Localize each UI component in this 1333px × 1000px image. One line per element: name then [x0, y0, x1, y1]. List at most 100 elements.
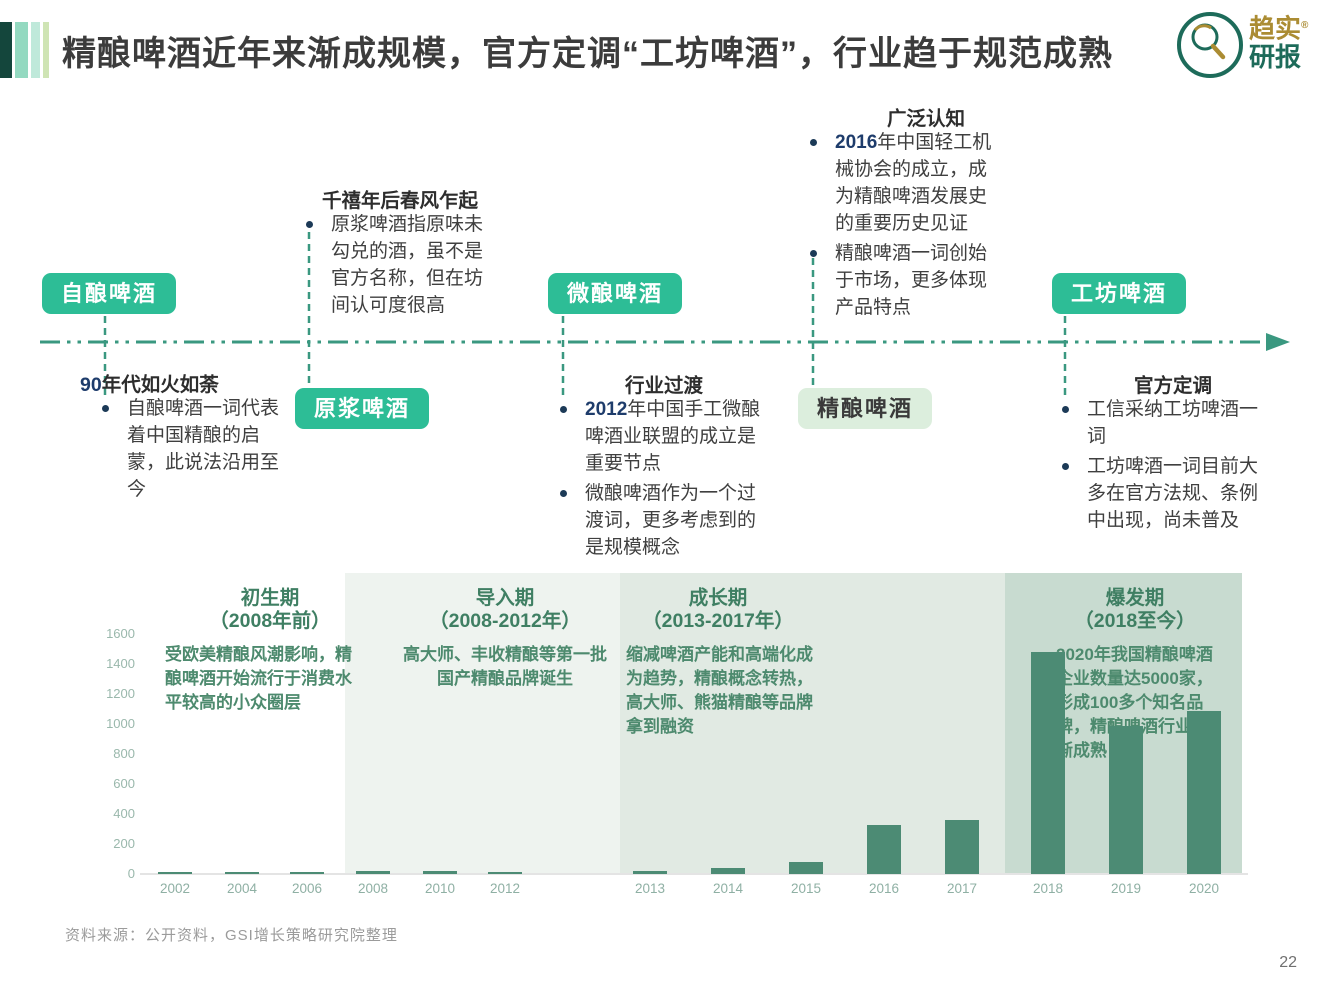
bullet-dot-icon — [102, 405, 109, 412]
phase-header-4: 爆发期 （2018至今） — [1074, 587, 1196, 632]
bar-2016 — [867, 824, 901, 874]
x-tick-label: 2013 — [634, 881, 666, 896]
milestone-title-3: 行业过渡 — [624, 375, 703, 397]
bullet-dot-icon — [810, 139, 817, 146]
phase-header-1: 初生期 （2008年前） — [209, 587, 331, 632]
bullet-item: 精酿啤酒一词创始于市场，更多体现产品特点 — [810, 240, 1005, 321]
bullet-text: 精酿啤酒一词创始于市场，更多体现产品特点 — [835, 243, 988, 318]
bar-2018 — [1031, 652, 1065, 874]
milestone-block-3: 2012年中国手工微酿啤酒业联盟的成立是重要节点 微酿啤酒作为一个过渡词，更多考虑… — [560, 396, 761, 564]
milestone-title-number: 90 — [80, 374, 102, 396]
y-tick-label: 600 — [113, 776, 135, 791]
milestone-block-4: 2016年中国轻工机械协会的成立，成为精酿啤酒发展史的重要历史见证精酿啤酒一词创… — [810, 129, 1005, 324]
y-tick-label: 0 — [127, 866, 135, 881]
phase-header-2: 导入期 （2008-2012年） — [429, 587, 581, 632]
bullet-year-number: 2016 — [835, 132, 878, 153]
brand-text: 趋实® 研报 — [1249, 12, 1308, 71]
bullet-item: 微酿啤酒作为一个过渡词，更多考虑到的是规模概念 — [560, 480, 761, 561]
phase-header-3: 成长期 （2013-2017年） — [642, 587, 794, 632]
phase-desc-3: 缩减啤酒产能和高端化成为趋势，精酿概念转热，高大师、熊猫精酿等品牌拿到融资 — [626, 645, 813, 736]
bar-2006 — [290, 871, 324, 874]
bullet-text: 原浆啤酒指原味未勾兑的酒，虽不是官方名称，但在坊间认可度很高 — [331, 214, 484, 316]
bullet-text: 自酿啤酒一词代表着中国精酿的启蒙，此说法沿用至今 — [127, 398, 280, 500]
accent-bar-2 — [15, 22, 28, 78]
x-tick-label: 2017 — [946, 881, 978, 896]
bar-2015 — [789, 862, 823, 874]
bullet-dot-icon — [560, 406, 567, 413]
bullet-dot-icon — [810, 250, 817, 257]
bullet-text: 工坊啤酒一词目前大多在官方法规、条例中出现，尚未普及 — [1087, 456, 1259, 531]
x-tick-label: 2020 — [1188, 881, 1220, 896]
milestone-block-1: 自酿啤酒一词代表着中国精酿的启蒙，此说法沿用至今 — [102, 395, 295, 506]
bullet-text: 微酿啤酒作为一个过渡词，更多考虑到的是规模概念 — [585, 483, 757, 558]
phase-band-2 — [345, 573, 620, 874]
x-tick-label: 2016 — [868, 881, 900, 896]
milestone-title-4: 广泛认知 — [886, 108, 965, 130]
x-tick-label: 2018 — [1032, 881, 1064, 896]
brand-logo: 趋实® 研报 — [1175, 8, 1325, 80]
bar-2010 — [423, 871, 457, 874]
bar-2020 — [1187, 710, 1221, 874]
y-tick-label: 1400 — [106, 656, 135, 671]
bar-2004 — [225, 871, 259, 874]
y-tick-label: 1600 — [106, 626, 135, 641]
y-tick-label: 200 — [113, 836, 135, 851]
x-tick-label: 2006 — [291, 881, 323, 896]
bullet-text: 2012年中国手工微酿啤酒业联盟的成立是重要节点 — [585, 399, 761, 474]
bullet-item: 2012年中国手工微酿啤酒业联盟的成立是重要节点 — [560, 396, 761, 477]
bar-2014 — [711, 868, 745, 874]
timeline-label-1: 自酿啤酒 — [42, 273, 177, 314]
bullet-dot-icon — [560, 490, 567, 497]
bar-2008 — [356, 871, 390, 874]
x-tick-label: 2012 — [489, 881, 521, 896]
bullet-item: 2016年中国轻工机械协会的成立，成为精酿啤酒发展史的重要历史见证 — [810, 129, 1005, 237]
accent-bar-3 — [31, 22, 40, 78]
milestone-title-5: 官方定调 — [1133, 375, 1212, 397]
bullet-year-number: 2012 — [585, 399, 628, 420]
bullet-item: 工坊啤酒一词目前大多在官方法规、条例中出现，尚未普及 — [1062, 453, 1267, 534]
bullet-dot-icon — [1062, 406, 1069, 413]
y-tick-label: 800 — [113, 746, 135, 761]
bar-2012 — [488, 871, 522, 874]
milestone-title-1: 90年代如火如荼 — [80, 374, 219, 396]
x-tick-label: 2015 — [790, 881, 822, 896]
timeline-label-3: 微酿啤酒 — [548, 273, 683, 314]
milestone-block-2: 原浆啤酒指原味未勾兑的酒，虽不是官方名称，但在坊间认可度很高 — [306, 211, 499, 322]
bar-2013 — [633, 871, 667, 874]
y-tick-label: 1200 — [106, 686, 135, 701]
magnifier-icon — [1177, 12, 1243, 78]
page-title: 精酿啤酒近年来渐成规模，官方定调“工坊啤酒”，行业趋于规范成熟 — [62, 35, 1113, 73]
bullet-dot-icon — [1062, 463, 1069, 470]
bullet-item: 工信采纳工坊啤酒一词 — [1062, 396, 1267, 450]
bullet-text: 工信采纳工坊啤酒一词 — [1087, 399, 1259, 447]
x-tick-label: 2004 — [226, 881, 258, 896]
timeline-label-4: 精酿啤酒 — [798, 388, 933, 429]
bullet-text: 2016年中国轻工机械协会的成立，成为精酿啤酒发展史的重要历史见证 — [835, 132, 992, 234]
bar-2019 — [1109, 725, 1143, 874]
x-tick-label: 2019 — [1110, 881, 1142, 896]
bullet-item: 原浆啤酒指原味未勾兑的酒，虽不是官方名称，但在坊间认可度很高 — [306, 211, 499, 319]
bullet-item: 自酿啤酒一词代表着中国精酿的启蒙，此说法沿用至今 — [102, 395, 295, 503]
y-tick-label: 1000 — [106, 716, 135, 731]
milestone-title-2: 千禧年后春风乍起 — [321, 190, 478, 212]
x-tick-label: 2002 — [159, 881, 191, 896]
brand-line1: 趋实 — [1249, 13, 1302, 44]
page-number: 22 — [1279, 954, 1297, 971]
timeline-label-2: 原浆啤酒 — [295, 388, 430, 429]
milestone-block-5: 工信采纳工坊啤酒一词工坊啤酒一词目前大多在官方法规、条例中出现，尚未普及 — [1062, 396, 1267, 537]
accent-bar-4 — [43, 22, 49, 78]
phase-desc-2: 高大师、丰收精酿等第一批国产精酿品牌诞生 — [403, 645, 607, 688]
source-note: 资料来源：公开资料，GSI增长策略研究院整理 — [65, 927, 398, 944]
x-tick-label: 2010 — [424, 881, 456, 896]
brand-line2: 研报 — [1249, 41, 1302, 72]
x-tick-label: 2008 — [357, 881, 389, 896]
y-tick-label: 400 — [113, 806, 135, 821]
accent-bar-1 — [0, 22, 12, 78]
bullet-dot-icon — [306, 221, 313, 228]
registered-mark: ® — [1301, 20, 1309, 31]
phase-desc-1: 受欧美精酿风潮影响，精酿啤酒开始流行于消费水平较高的小众圈层 — [165, 645, 352, 712]
phase-band-3 — [620, 573, 1005, 874]
x-axis-line — [140, 873, 1248, 875]
